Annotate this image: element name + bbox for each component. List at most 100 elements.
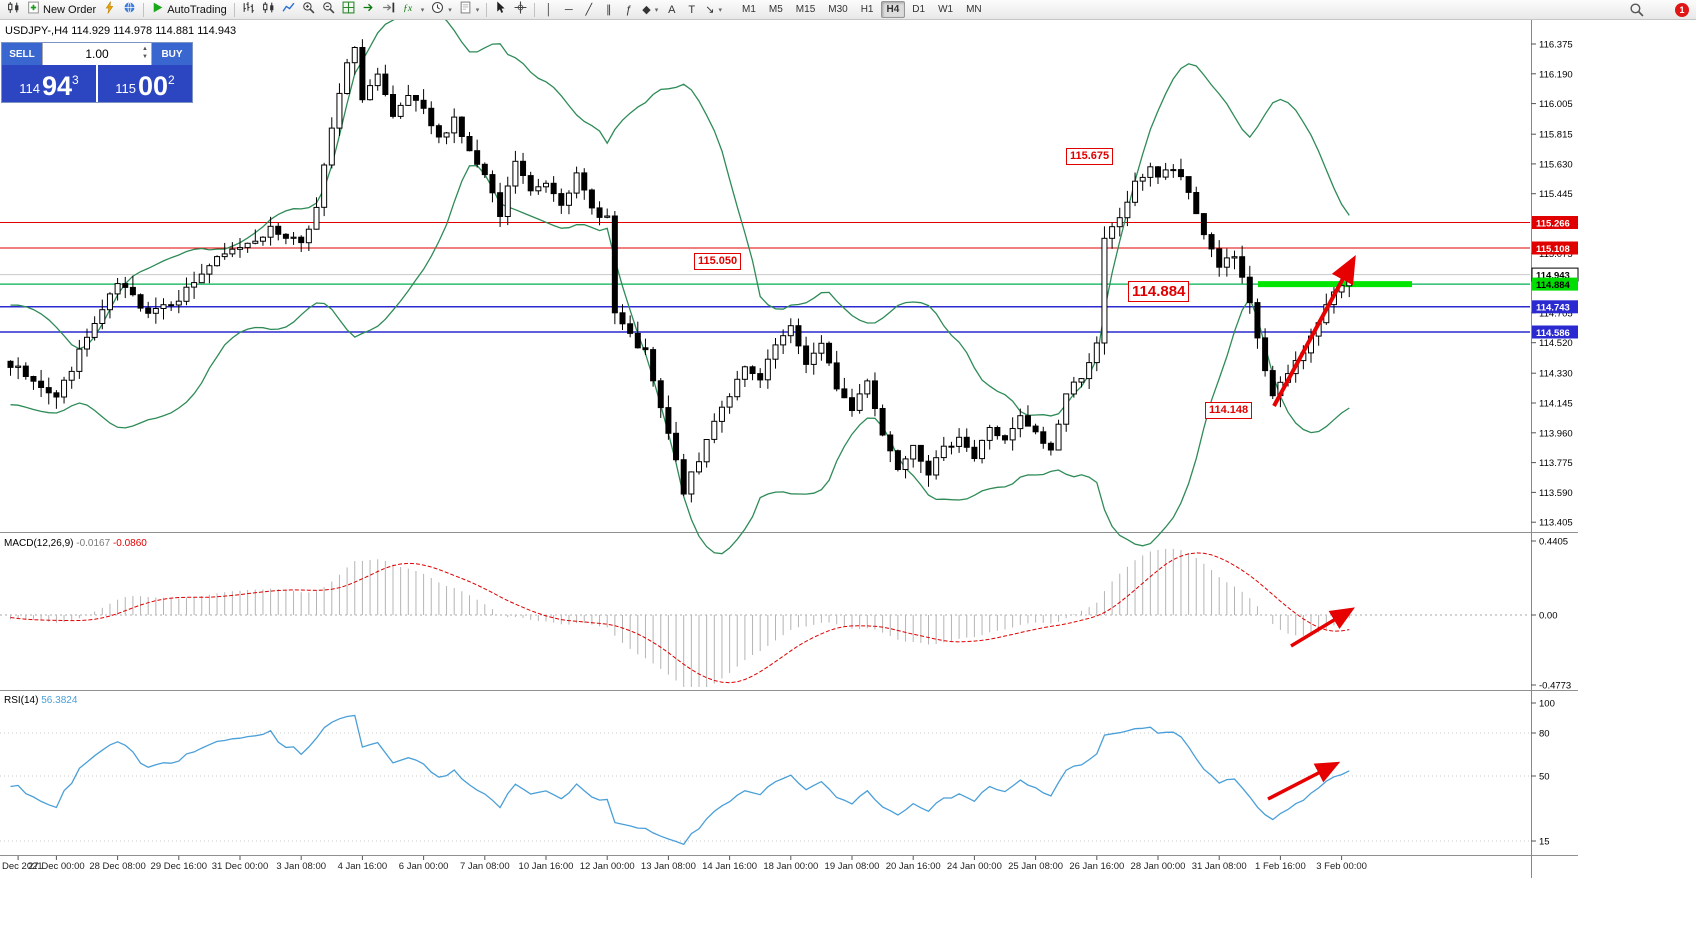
horizontal-line-icon[interactable]: ─: [564, 3, 573, 16]
timeframe-m30-button[interactable]: M30: [828, 4, 848, 15]
cursor-icon[interactable]: [491, 1, 510, 19]
zoom-in-icon: [302, 1, 315, 19]
toolbar: New Order AutoTrading ƒx ▾ ▾ ▾ │ ─ ╱ ∥ ƒ ◆ ▾ A T ↘ ▾ M1 M5…: [0, 0, 1696, 20]
buy-price-sup: 2: [168, 73, 175, 87]
timeframe-m5-button[interactable]: M5: [768, 4, 783, 15]
timeframe-h4-button[interactable]: H4: [880, 1, 906, 18]
auto-scroll-icon: [362, 1, 375, 19]
chart-window-icon: [7, 1, 20, 19]
macd-indicator-label: MACD(12,26,9) -0.0167 -0.0860: [4, 538, 147, 549]
expert-advisors-icon[interactable]: [100, 0, 119, 19]
periods-icon[interactable]: ▾: [428, 1, 455, 19]
zoom-out-icon[interactable]: [319, 1, 338, 19]
data-window-icon: [123, 1, 136, 19]
crosshair-icon[interactable]: [511, 1, 530, 19]
toolbar-separator: [233, 2, 235, 17]
svg-text:100: 100: [1539, 699, 1555, 710]
svg-text:114.145: 114.145: [1539, 399, 1573, 410]
tile-windows-icon[interactable]: [339, 1, 358, 19]
notification-badge[interactable]: 1: [1675, 2, 1689, 17]
one-click-trading-panel: SELL 1.00 ▲ ▼ BUY 114 94 3 115 00 2: [1, 42, 193, 103]
toolbar-buttons: New Order AutoTrading ƒx ▾ ▾ ▾ │ ─ ╱ ∥ ƒ ◆ ▾ A T ↘ ▾ M1 M5…: [4, 0, 1626, 20]
svg-text:115.630: 115.630: [1539, 159, 1573, 170]
bar-chart-icon[interactable]: [239, 1, 258, 19]
svg-text:115.815: 115.815: [1539, 130, 1573, 141]
timeframe-mn-button[interactable]: MN: [966, 4, 982, 15]
volume-input[interactable]: 1.00 ▲ ▼: [42, 43, 152, 65]
search-icon[interactable]: [1626, 1, 1647, 19]
svg-text:114.884: 114.884: [1536, 280, 1571, 291]
buy-button[interactable]: BUY: [152, 43, 192, 65]
price-callout[interactable]: 115.050: [694, 253, 742, 270]
buy-price-prefix: 115: [115, 81, 136, 96]
price-callout[interactable]: 114.884: [1128, 281, 1190, 302]
new-order-button[interactable]: New Order: [24, 1, 99, 19]
volume-value: 1.00: [85, 47, 109, 61]
macd-main-value: -0.0167: [76, 538, 111, 549]
svg-text:28 Dec 08:00: 28 Dec 08:00: [89, 861, 146, 872]
arrows-icon[interactable]: ↘ ▾: [705, 3, 722, 16]
svg-text:114.743: 114.743: [1536, 303, 1570, 314]
spin-down-icon[interactable]: ▼: [142, 54, 148, 60]
vertical-line-icon[interactable]: │: [545, 3, 553, 16]
svg-text:116.005: 116.005: [1539, 99, 1573, 110]
templates-icon[interactable]: ▾: [456, 1, 483, 19]
svg-text:13 Jan 08:00: 13 Jan 08:00: [641, 861, 696, 872]
macd-signal-value: -0.0860: [112, 538, 147, 549]
svg-text:3 Jan 08:00: 3 Jan 08:00: [276, 861, 326, 872]
svg-text:114.943: 114.943: [1536, 270, 1570, 281]
svg-text:20 Jan 16:00: 20 Jan 16:00: [886, 861, 941, 872]
timeframe-d1-button[interactable]: D1: [912, 4, 926, 15]
candlestick-chart-icon[interactable]: [259, 1, 278, 19]
timeframe-m15-button[interactable]: M15: [795, 4, 816, 15]
trendline-icon[interactable]: ╱: [585, 3, 593, 16]
shapes-icon[interactable]: ◆ ▾: [642, 3, 659, 16]
text-label-icon[interactable]: T: [688, 3, 696, 16]
chart-window-icon[interactable]: [4, 1, 23, 19]
buy-price-display[interactable]: 115 00 2: [98, 65, 192, 102]
svg-text:114.705: 114.705: [1539, 308, 1573, 319]
sell-price-display[interactable]: 114 94 3: [2, 65, 96, 102]
svg-text:80: 80: [1539, 729, 1550, 740]
toolbar-separator: [534, 2, 536, 17]
svg-text:26 Jan 16:00: 26 Jan 16:00: [1069, 861, 1124, 872]
svg-text:115.445: 115.445: [1539, 189, 1573, 200]
spin-up-icon[interactable]: ▲: [142, 46, 148, 52]
chart-shift-icon[interactable]: [379, 1, 398, 19]
buy-price-main: 00: [138, 71, 169, 101]
volume-spinner[interactable]: ▲ ▼: [142, 45, 148, 61]
fibonacci-icon[interactable]: ƒ: [625, 3, 632, 16]
sell-button[interactable]: SELL: [2, 43, 42, 65]
new-order-button: [27, 1, 40, 19]
price-callout[interactable]: 114.148: [1205, 402, 1253, 419]
toolbar-separator: [143, 2, 145, 17]
svg-text:24 Jan 00:00: 24 Jan 00:00: [947, 861, 1002, 872]
autotrading-button: [151, 1, 164, 19]
svg-text:19 Jan 08:00: 19 Jan 08:00: [825, 861, 880, 872]
sell-price-sup: 3: [72, 73, 79, 87]
data-window-icon[interactable]: [120, 1, 139, 19]
timeframe-m1-button[interactable]: M1: [741, 4, 756, 15]
svg-text:50: 50: [1539, 772, 1550, 783]
symbol-ohlc-text: USDJPY-,H4 114.929 114.978 114.881 114.9…: [5, 25, 237, 37]
price-callout[interactable]: 115.675: [1066, 148, 1114, 165]
channel-icon[interactable]: ∥: [606, 3, 612, 16]
line-chart-icon[interactable]: [279, 1, 298, 19]
auto-scroll-icon[interactable]: [359, 1, 378, 19]
rsi-indicator-label: RSI(14) 56.3824: [4, 695, 77, 706]
zoom-in-icon[interactable]: [299, 1, 318, 19]
toolbar-right: 1: [1626, 1, 1689, 19]
svg-text:Dec 2021: Dec 2021: [2, 861, 43, 872]
svg-text:113.775: 113.775: [1539, 458, 1573, 469]
svg-text:113.960: 113.960: [1539, 428, 1573, 439]
zoom-out-icon: [322, 1, 335, 19]
timeframe-w1-button[interactable]: W1: [938, 4, 954, 15]
indicators-icon[interactable]: ƒx ▾: [399, 1, 428, 19]
timeframe-h1-button[interactable]: H1: [860, 4, 874, 15]
sell-price-prefix: 114: [19, 81, 40, 96]
text-icon[interactable]: A: [668, 3, 676, 16]
svg-text:14 Jan 16:00: 14 Jan 16:00: [702, 861, 757, 872]
autotrading-button[interactable]: AutoTrading: [148, 1, 230, 19]
